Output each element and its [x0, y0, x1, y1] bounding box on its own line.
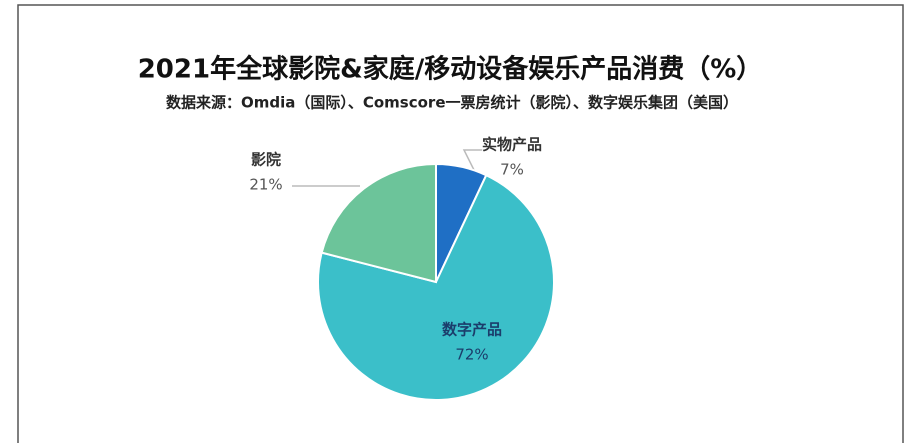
leader-line [462, 149, 482, 179]
slice-label: 影院 [251, 151, 281, 169]
pie-slice [317, 173, 555, 401]
pie-slice [320, 162, 437, 284]
chart-title: 2021年全球影院&家庭/移动设备娱乐产品消费（%） [138, 54, 763, 85]
chart-subtitle: 数据来源：Omdia（国际）、Comscore一票房统计（影院）、数字娱乐集团（… [166, 94, 738, 112]
slice-value: 21% [249, 176, 282, 194]
slice-label: 实物产品 [482, 136, 542, 154]
slice-value: 7% [500, 161, 524, 179]
slice-label: 数字产品 [442, 321, 502, 339]
slice-value: 72% [455, 346, 488, 364]
